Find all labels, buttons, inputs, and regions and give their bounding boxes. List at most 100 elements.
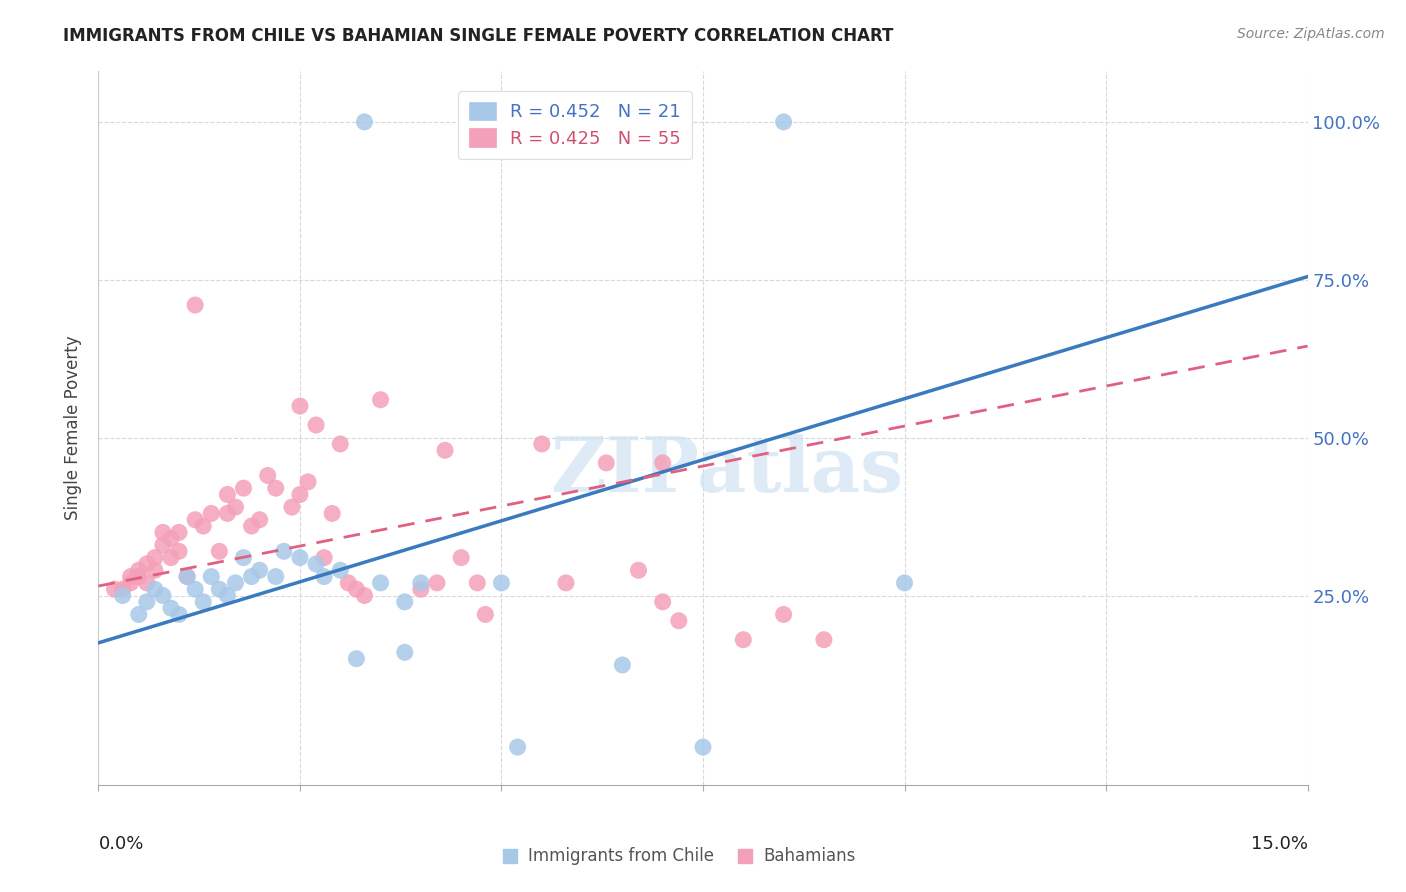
Point bbox=[627, 563, 650, 577]
Point bbox=[692, 740, 714, 755]
Point bbox=[651, 456, 673, 470]
Legend: R = 0.452   N = 21, R = 0.425   N = 55: R = 0.452 N = 21, R = 0.425 N = 55 bbox=[458, 91, 692, 159]
Point bbox=[167, 525, 190, 540]
Text: Bahamians: Bahamians bbox=[763, 847, 856, 865]
Point bbox=[370, 575, 392, 590]
Point bbox=[394, 595, 416, 609]
Point bbox=[224, 500, 246, 514]
Point bbox=[344, 651, 367, 665]
Point bbox=[249, 513, 271, 527]
Point bbox=[434, 443, 457, 458]
Point bbox=[450, 550, 472, 565]
Point bbox=[893, 575, 915, 590]
Point bbox=[281, 500, 304, 514]
Point bbox=[208, 544, 231, 558]
Point bbox=[314, 569, 336, 583]
Point bbox=[288, 487, 311, 501]
Point bbox=[217, 589, 239, 603]
Point bbox=[409, 575, 432, 590]
Point bbox=[772, 115, 794, 129]
Point bbox=[184, 582, 207, 597]
Point bbox=[128, 563, 150, 577]
Point bbox=[329, 437, 352, 451]
Point bbox=[176, 569, 198, 583]
Point bbox=[595, 456, 617, 470]
Point bbox=[143, 563, 166, 577]
Point bbox=[120, 569, 142, 583]
Point bbox=[506, 740, 529, 755]
Point bbox=[143, 550, 166, 565]
Point bbox=[111, 589, 134, 603]
Point bbox=[337, 575, 360, 590]
Point bbox=[474, 607, 496, 622]
Point bbox=[232, 550, 254, 565]
Point bbox=[530, 437, 553, 451]
Point bbox=[426, 575, 449, 590]
Point bbox=[651, 595, 673, 609]
Point bbox=[160, 550, 183, 565]
Point bbox=[193, 519, 215, 533]
Y-axis label: Single Female Poverty: Single Female Poverty bbox=[65, 336, 83, 520]
Point bbox=[273, 544, 295, 558]
Point bbox=[612, 657, 634, 672]
Point bbox=[184, 298, 207, 312]
Point bbox=[256, 468, 278, 483]
Point bbox=[120, 575, 142, 590]
Point bbox=[353, 115, 375, 129]
Point bbox=[103, 582, 125, 597]
Point bbox=[208, 582, 231, 597]
Point bbox=[143, 582, 166, 597]
Text: 0.0%: 0.0% bbox=[98, 835, 143, 853]
Point bbox=[491, 575, 513, 590]
Point bbox=[152, 525, 174, 540]
Point bbox=[733, 632, 755, 647]
Point bbox=[135, 595, 157, 609]
Point bbox=[200, 507, 222, 521]
Point bbox=[555, 575, 578, 590]
Point bbox=[200, 569, 222, 583]
Point bbox=[394, 645, 416, 659]
Text: ZIPatlas: ZIPatlas bbox=[551, 434, 904, 508]
Point bbox=[288, 550, 311, 565]
Point bbox=[167, 544, 190, 558]
Point bbox=[264, 481, 287, 495]
Point bbox=[297, 475, 319, 489]
Text: Immigrants from Chile: Immigrants from Chile bbox=[527, 847, 714, 865]
Point bbox=[160, 601, 183, 615]
Point bbox=[128, 607, 150, 622]
Text: IMMIGRANTS FROM CHILE VS BAHAMIAN SINGLE FEMALE POVERTY CORRELATION CHART: IMMIGRANTS FROM CHILE VS BAHAMIAN SINGLE… bbox=[63, 27, 894, 45]
Point bbox=[167, 607, 190, 622]
Point bbox=[249, 563, 271, 577]
Point bbox=[152, 589, 174, 603]
Point bbox=[135, 575, 157, 590]
Point bbox=[240, 569, 263, 583]
Point bbox=[176, 569, 198, 583]
Point bbox=[264, 569, 287, 583]
Point bbox=[288, 399, 311, 413]
Point bbox=[329, 563, 352, 577]
Text: 15.0%: 15.0% bbox=[1250, 835, 1308, 853]
Point bbox=[232, 481, 254, 495]
Point bbox=[193, 595, 215, 609]
Point bbox=[321, 507, 343, 521]
Point bbox=[353, 589, 375, 603]
Point bbox=[305, 557, 328, 571]
Point bbox=[128, 569, 150, 583]
Point bbox=[314, 550, 336, 565]
Point bbox=[409, 582, 432, 597]
Point bbox=[184, 513, 207, 527]
Point bbox=[240, 519, 263, 533]
Point bbox=[344, 582, 367, 597]
Point bbox=[668, 614, 690, 628]
Point bbox=[370, 392, 392, 407]
Point bbox=[772, 607, 794, 622]
Point bbox=[135, 557, 157, 571]
Point bbox=[111, 582, 134, 597]
Point bbox=[305, 417, 328, 432]
Point bbox=[217, 507, 239, 521]
Text: Source: ZipAtlas.com: Source: ZipAtlas.com bbox=[1237, 27, 1385, 41]
Point bbox=[217, 487, 239, 501]
Point bbox=[813, 632, 835, 647]
Point bbox=[224, 575, 246, 590]
Point bbox=[465, 575, 488, 590]
